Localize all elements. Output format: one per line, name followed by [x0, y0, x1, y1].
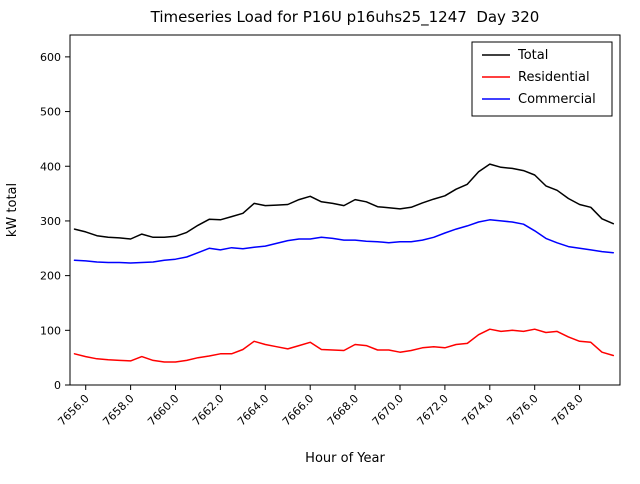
y-tick-label: 100	[40, 324, 61, 337]
x-tick-label: 7672.0	[415, 392, 451, 428]
x-tick-label: 7668.0	[325, 392, 361, 428]
legend: Total Residential Commercial	[471, 41, 613, 117]
y-tick-label: 200	[40, 270, 61, 283]
y-tick-label: 500	[40, 106, 61, 119]
x-tick-label: 7656.0	[55, 392, 91, 428]
y-tick-label: 0	[54, 379, 61, 392]
x-axis-label: Hour of Year	[305, 451, 385, 466]
series-line-residential	[73, 328, 615, 363]
series-line-total	[73, 163, 615, 240]
y-axis-label: kW total	[5, 183, 20, 237]
series-line-commercial	[73, 219, 615, 264]
x-tick-label: 7660.0	[145, 392, 181, 428]
x-tick-label: 7676.0	[504, 392, 540, 428]
x-tick-label: 7658.0	[100, 392, 136, 428]
legend-label-commercial: Commercial	[518, 92, 596, 107]
x-tick-label: 7662.0	[190, 392, 226, 428]
x-tick-label: 7678.0	[549, 392, 585, 428]
y-tick-label: 300	[40, 215, 61, 228]
legend-label-residential: Residential	[518, 70, 590, 85]
y-tick-label: 600	[40, 51, 61, 64]
x-tick-label: 7666.0	[280, 392, 316, 428]
chart-title: Timeseries Load for P16U p16uhs25_1247 D…	[150, 8, 540, 27]
x-tick-label: 7670.0	[370, 392, 406, 428]
y-tick-label: 400	[40, 160, 61, 173]
x-tick-label: 7664.0	[235, 392, 271, 428]
x-tick-label: 7674.0	[460, 392, 496, 428]
legend-label-total: Total	[517, 48, 548, 63]
